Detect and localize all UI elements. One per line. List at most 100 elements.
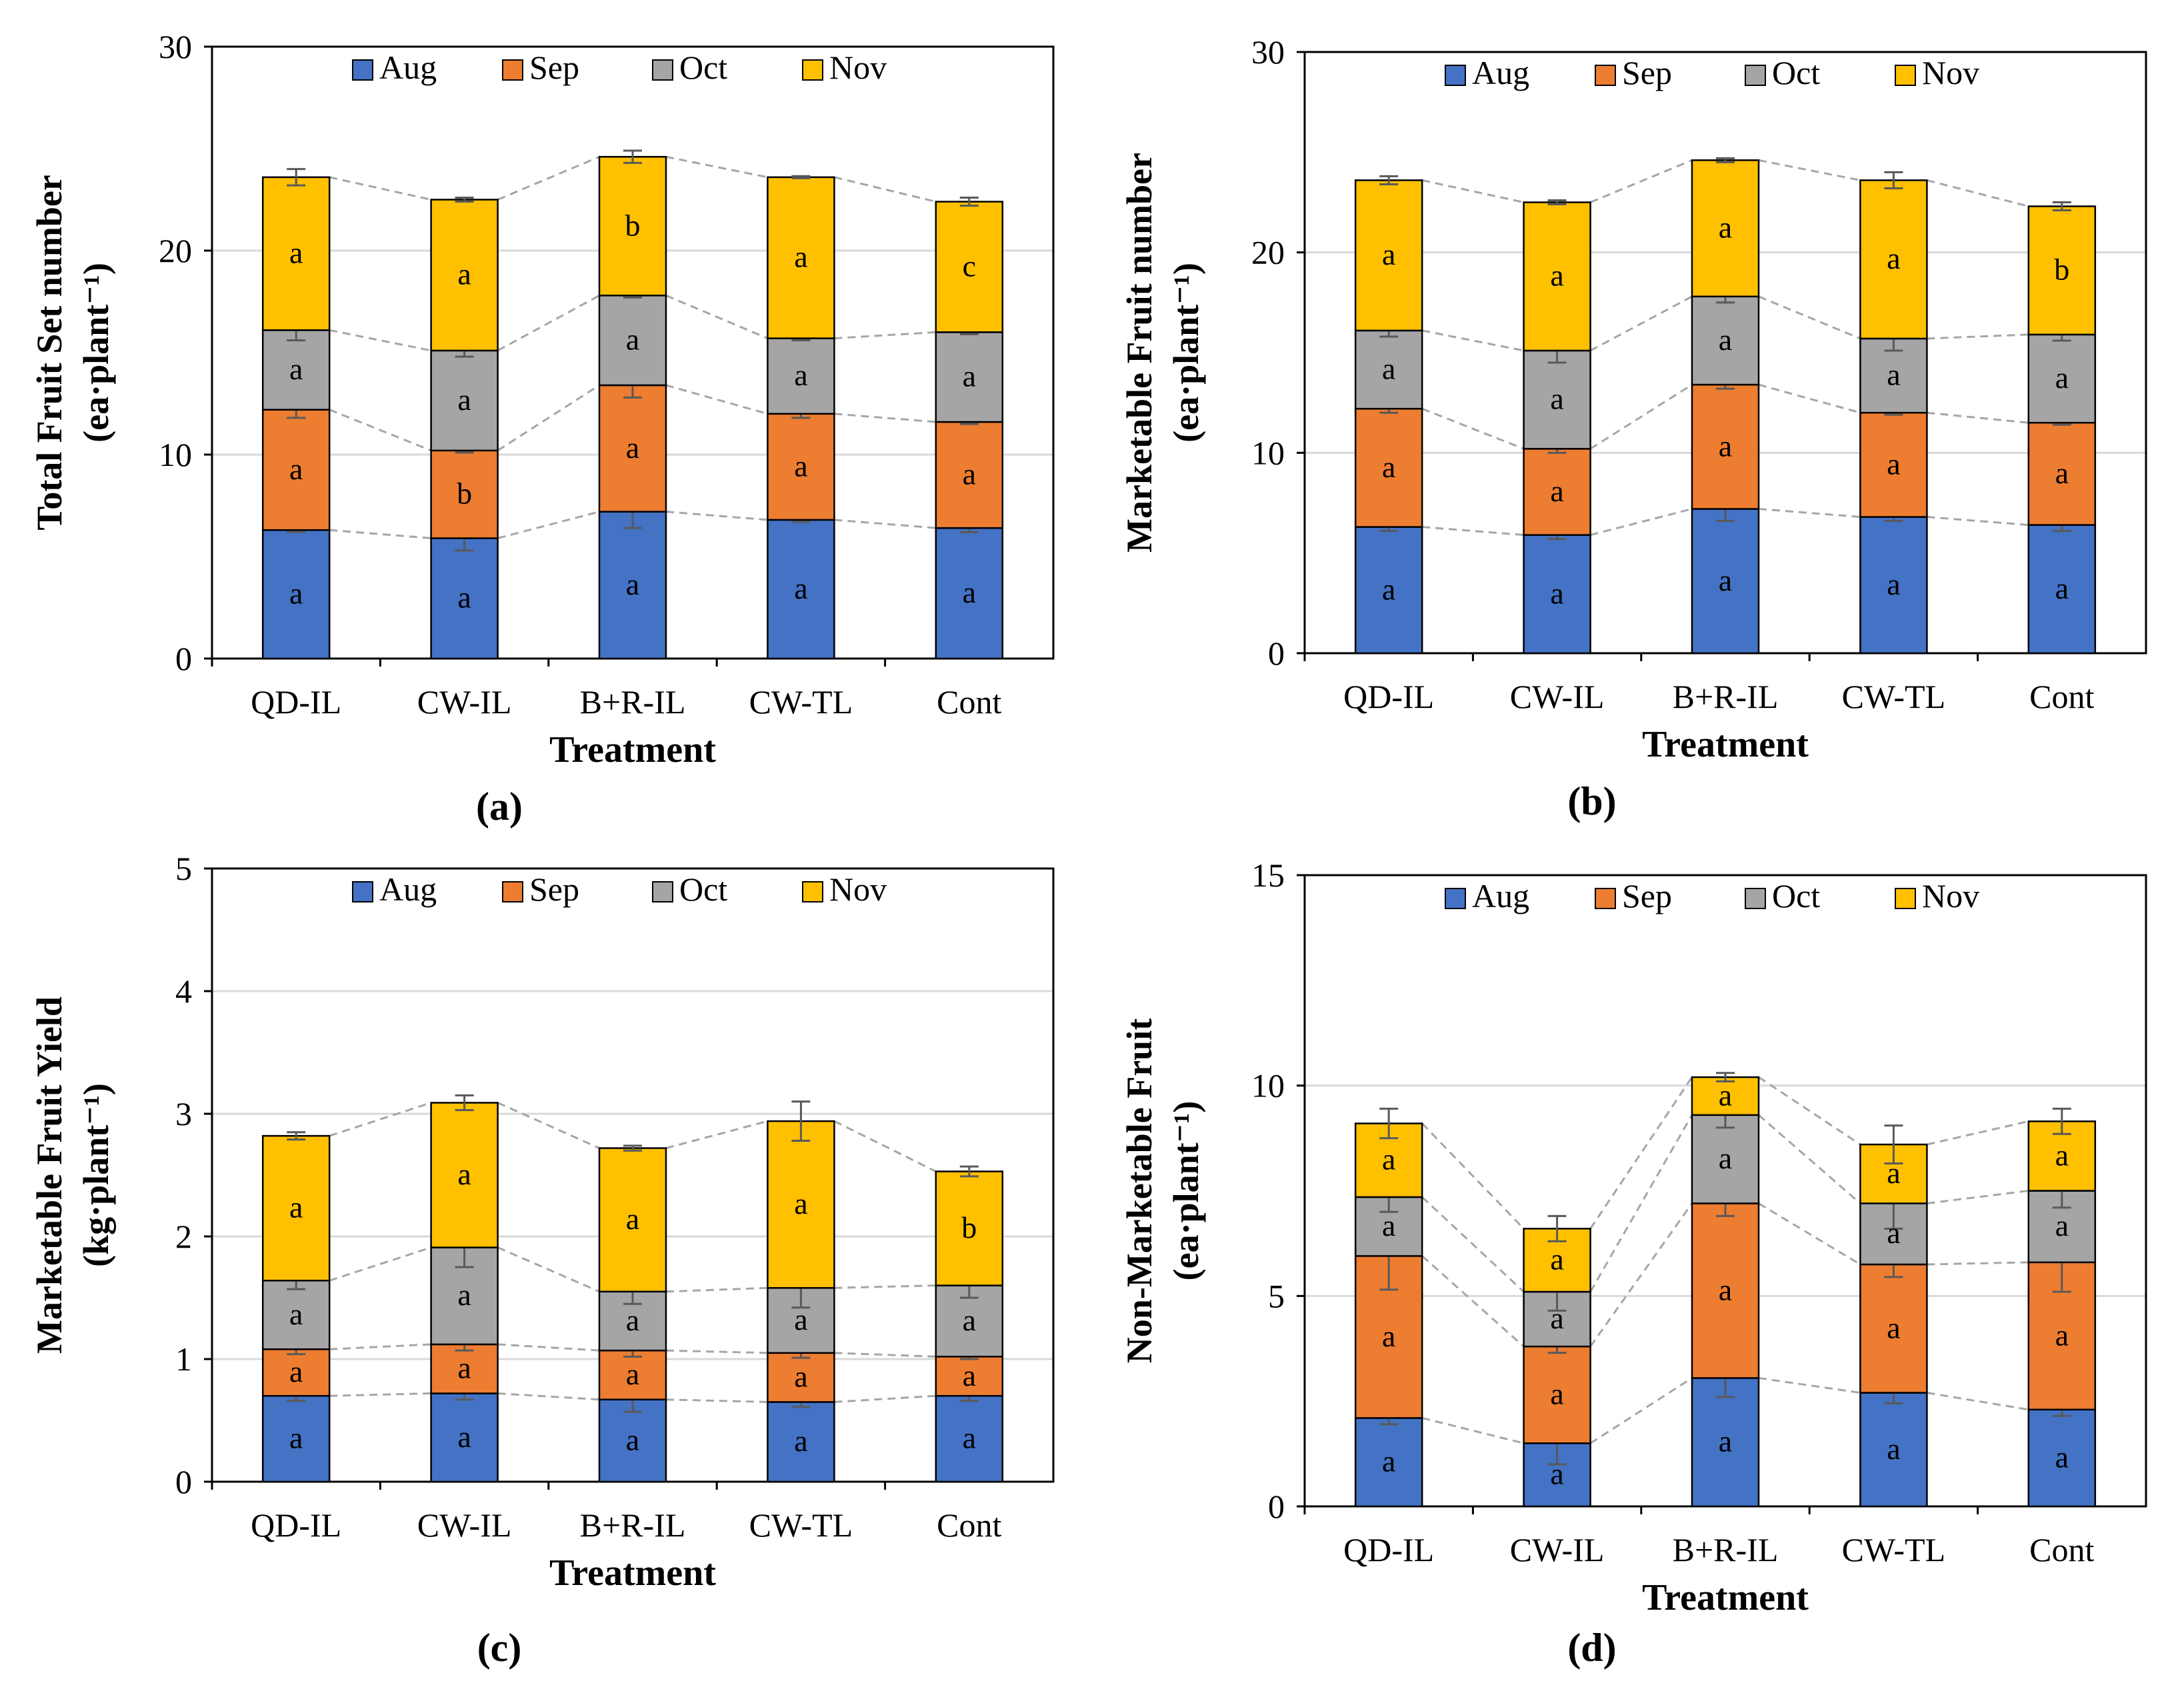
significance-letter: a (1550, 1301, 1563, 1335)
series-connector-sep (834, 413, 936, 423)
bar-segment-aug (261, 1394, 331, 1483)
bar-segment-oct (261, 329, 331, 411)
series-connector-sep (1927, 411, 2029, 424)
series-connector-oct (1927, 1190, 2029, 1204)
legend-label-nov: Nov (1922, 877, 1979, 914)
significance-letter: a (626, 567, 639, 601)
series-connector-nov (497, 155, 600, 201)
y-axis-title: Non-Marketable Fruit (ea·plant⁻¹) (1119, 1018, 1206, 1363)
panel-c: 012345aaaaQD-ILaaaaCW-ILaaaaB+R-ILaaaaCW… (29, 850, 1055, 1670)
y-tick-label: 20 (159, 232, 192, 269)
series-connector-oct (1421, 329, 1524, 352)
series-connector-aug (329, 529, 431, 539)
x-tick-label: CW-TL (749, 683, 853, 721)
significance-letter: a (2055, 571, 2069, 605)
bar-segment-aug (430, 1392, 499, 1483)
bar-segment-nov (2027, 205, 2097, 336)
series-connector-aug (1422, 526, 1524, 537)
significance-letter: a (457, 1351, 471, 1385)
significance-letter: a (1382, 1208, 1395, 1242)
legend-swatch-nov (1895, 888, 1916, 909)
y-axis-title: Total Fruit Set number (ea·plant⁻¹) (29, 175, 116, 531)
bar-segment-sep (261, 409, 331, 531)
bar-segment-nov (1523, 201, 1591, 352)
significance-letter: a (963, 1303, 976, 1337)
significance-letter: a (1382, 1444, 1395, 1478)
bar-segment-oct (1523, 349, 1591, 450)
significance-letter: a (1887, 1432, 1900, 1466)
y-axis-title-line1: Marketable Fruit Yield (29, 996, 69, 1354)
bar-segment-aug (1354, 1417, 1423, 1508)
series-connector-aug (1927, 1392, 2029, 1411)
bar-segment-nov (598, 1147, 667, 1293)
y-tick-label: 0 (1268, 1488, 1285, 1525)
series-connector-aug (834, 1394, 936, 1403)
x-tick-label: CW-IL (417, 1506, 512, 1544)
series-connector-oct (1758, 1114, 1861, 1204)
y-tick-label: 15 (1251, 856, 1285, 894)
significance-letter: b (2054, 253, 2069, 287)
legend-label-oct: Oct (679, 870, 727, 908)
significance-letter: a (289, 1421, 303, 1455)
significance-letter: a (1550, 474, 1563, 508)
series-connector-sep (1758, 1202, 1861, 1266)
significance-letter: b (625, 208, 641, 242)
series-connector-aug (1758, 1376, 1861, 1394)
legend-swatch-nov (1895, 65, 1916, 86)
x-tick-label: Cont (937, 1506, 1001, 1544)
bar-segment-aug (1523, 1442, 1591, 1508)
significance-letter: a (289, 352, 303, 386)
significance-letter: a (457, 1157, 471, 1191)
y-tick-label: 4 (175, 972, 192, 1010)
legend-swatch-oct (652, 59, 673, 81)
bar-segment-nov (430, 199, 499, 352)
panel-a: 0 10 20 30 a a a a QD-IL a b a a CW-IL a a a b B+R-IL a a a a C… (29, 28, 1055, 829)
series-connector-oct (1927, 333, 2029, 340)
y-tick-label: 0 (175, 640, 192, 677)
legend: Aug Sep Oct Nov (352, 49, 887, 86)
bar-segment-nov (430, 1102, 499, 1248)
legend-label-oct: Oct (679, 49, 727, 86)
significance-letter: a (626, 1303, 639, 1337)
bar-segment-sep (935, 421, 1004, 529)
series-connector-sep (329, 409, 432, 452)
significance-letter: a (289, 577, 303, 611)
legend-label-aug: Aug (1472, 877, 1529, 914)
legend-label-aug: Aug (1472, 54, 1529, 91)
bar-segment-aug (767, 1401, 835, 1483)
legend-label-sep: Sep (1622, 877, 1672, 914)
bar-segment-nov (261, 1134, 331, 1282)
bar-segment-aug (1859, 516, 1928, 655)
significance-letter: a (1550, 1242, 1563, 1276)
significance-letter: a (626, 431, 639, 465)
significance-letter: a (2055, 1208, 2069, 1242)
series-connector-nov (1758, 1076, 1861, 1146)
x-tick-label: Cont (2029, 1531, 2094, 1568)
bar-segment-nov (935, 201, 1004, 333)
significance-letter: a (1719, 323, 1732, 357)
panel-label: (a) (476, 785, 523, 829)
bar-segment-sep (1691, 383, 1760, 510)
series-connector-aug (497, 1392, 600, 1401)
y-tick-label: 30 (1251, 33, 1285, 71)
series-connector-aug (497, 511, 600, 539)
series-connector-sep (1589, 383, 1693, 450)
bar-segment-sep (2027, 421, 2097, 526)
bar-segment-nov (598, 155, 667, 297)
x-tick-label: CW-IL (1510, 1531, 1605, 1568)
significance-letter: a (1887, 358, 1900, 392)
legend-swatch-aug (1445, 888, 1466, 909)
bar-segment-sep (261, 1348, 331, 1397)
x-tick-label: CW-TL (749, 1506, 853, 1544)
series-connector-oct (834, 331, 936, 340)
series-connector-oct (665, 1286, 768, 1293)
significance-letter: a (1550, 382, 1563, 416)
bar-segment-nov (1859, 179, 1928, 340)
series-connector-nov (665, 1120, 768, 1149)
significance-letter: a (1719, 1272, 1732, 1306)
bar-segment-aug (2027, 524, 2097, 655)
series-connector-nov (1421, 1122, 1525, 1230)
bar-segment-oct (767, 337, 835, 415)
significance-letter: a (457, 383, 471, 417)
